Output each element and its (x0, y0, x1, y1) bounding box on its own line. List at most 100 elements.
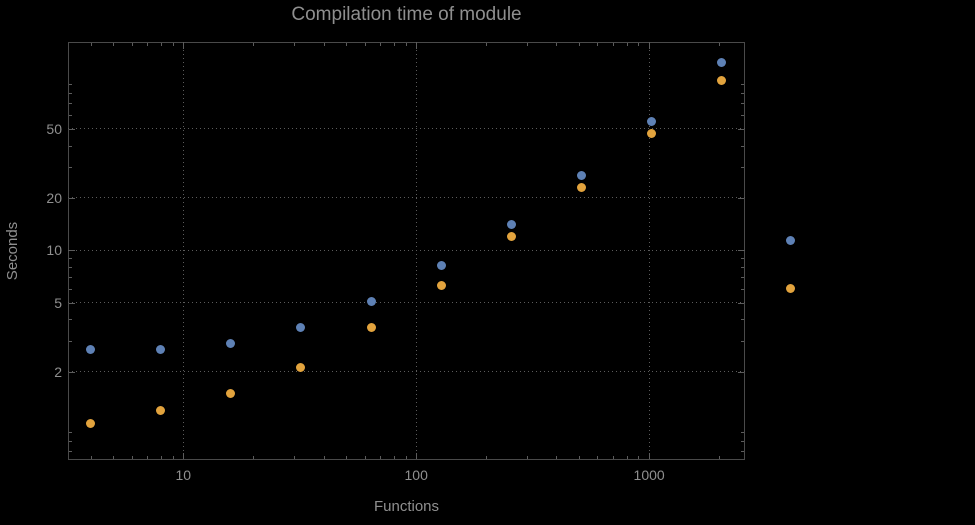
x-minor-tick (719, 43, 721, 46)
chart-title: Compilation time of module (291, 4, 522, 25)
data-point-series-1 (647, 117, 657, 127)
x-minor-tick (294, 43, 296, 46)
y-tick (69, 302, 75, 304)
x-minor-tick (380, 43, 382, 46)
y-minor-tick (69, 440, 72, 442)
data-point-series-2 (576, 182, 586, 192)
y-minor-tick (741, 431, 744, 433)
data-point-series-2 (86, 419, 96, 429)
y-minor-tick (69, 84, 72, 86)
x-minor-tick (719, 456, 721, 459)
y-minor-tick (741, 115, 744, 117)
x-minor-tick (364, 43, 366, 46)
x-tick-label: 100 (404, 467, 428, 483)
y-minor-tick (69, 431, 72, 433)
x-minor-tick (486, 43, 488, 46)
y-minor-tick (741, 167, 744, 169)
y-minor-tick (741, 288, 744, 290)
legend-marker-series-2 (785, 283, 795, 293)
data-point-series-2 (647, 128, 657, 138)
x-minor-tick (147, 456, 149, 459)
x-minor-tick (253, 43, 255, 46)
x-minor-tick (579, 43, 580, 46)
y-minor-tick (69, 103, 72, 105)
x-gridline (182, 42, 184, 460)
y-minor-tick (741, 84, 744, 86)
x-minor-tick (613, 456, 615, 459)
x-minor-tick (147, 43, 149, 46)
x-minor-tick (294, 456, 296, 459)
x-minor-tick (160, 43, 162, 46)
data-point-series-2 (506, 231, 516, 241)
legend-marker-series-1 (785, 235, 795, 245)
y-minor-tick (69, 145, 72, 147)
y-gridline (68, 128, 745, 130)
y-minor-tick (741, 440, 744, 442)
x-minor-tick (113, 43, 115, 46)
x-minor-tick (486, 456, 488, 459)
y-minor-tick (69, 288, 72, 290)
y-tick (69, 197, 75, 199)
x-minor-tick (597, 43, 599, 46)
x-minor-tick (556, 43, 558, 46)
x-tick (649, 43, 651, 49)
x-minor-tick (172, 456, 174, 459)
y-tick (738, 128, 744, 130)
y-tick (738, 302, 744, 304)
x-minor-tick (527, 43, 529, 46)
y-minor-tick (741, 450, 744, 452)
x-minor-tick (405, 456, 407, 459)
plot-area (68, 42, 745, 460)
y-minor-tick (741, 103, 744, 105)
data-point-series-1 (366, 296, 376, 306)
y-minor-tick (741, 319, 744, 321)
y-minor-tick (69, 277, 72, 279)
x-minor-tick (323, 43, 325, 46)
x-tick (183, 453, 185, 459)
y-tick (69, 371, 75, 373)
data-point-series-2 (296, 363, 306, 373)
data-point-series-1 (717, 58, 727, 68)
y-minor-tick (741, 258, 744, 260)
y-minor-tick (741, 145, 744, 147)
y-minor-tick (741, 93, 744, 95)
data-point-series-1 (156, 344, 166, 354)
y-minor-tick (741, 341, 744, 343)
x-tick (416, 43, 418, 49)
x-tick (649, 453, 651, 459)
data-point-series-2 (436, 280, 446, 290)
data-point-series-1 (506, 220, 516, 230)
y-minor-tick (69, 115, 72, 117)
x-minor-tick (172, 43, 174, 46)
x-tick-label: 10 (175, 467, 192, 483)
data-point-series-1 (576, 170, 586, 180)
x-minor-tick (113, 456, 115, 459)
y-tick (69, 250, 75, 252)
x-minor-tick (90, 43, 92, 46)
x-tick-label: 1000 (633, 467, 665, 483)
y-tick-label: 10 (46, 242, 62, 259)
data-point-series-2 (156, 405, 166, 415)
y-minor-tick (69, 167, 72, 169)
y-gridline (68, 302, 745, 303)
x-minor-tick (527, 456, 529, 459)
x-minor-tick (405, 43, 407, 46)
y-tick (738, 250, 744, 252)
y-gridline (68, 197, 745, 199)
y-minor-tick (69, 267, 72, 269)
x-minor-tick (346, 456, 348, 459)
x-minor-tick (90, 456, 92, 459)
x-minor-tick (364, 456, 366, 459)
x-minor-tick (597, 456, 599, 459)
data-point-series-2 (717, 75, 727, 85)
x-minor-tick (556, 456, 558, 459)
y-tick (69, 128, 75, 130)
x-minor-tick (613, 43, 615, 46)
x-axis-label: Functions (373, 498, 440, 515)
x-minor-tick (253, 456, 255, 459)
x-minor-tick (131, 456, 133, 459)
y-tick-label: 20 (46, 189, 62, 206)
data-point-series-1 (226, 339, 236, 349)
x-minor-tick (579, 456, 580, 459)
